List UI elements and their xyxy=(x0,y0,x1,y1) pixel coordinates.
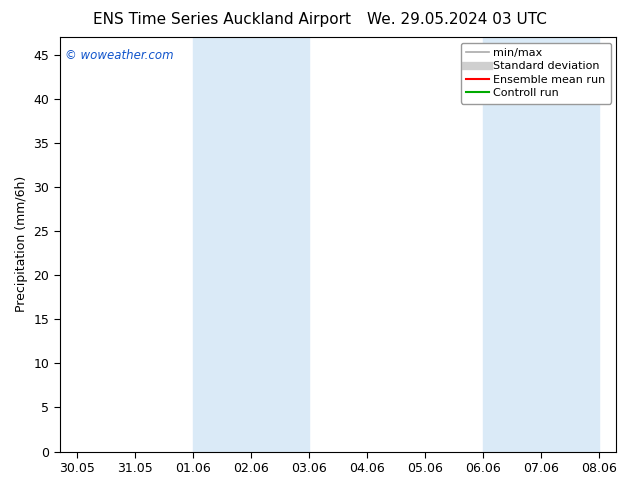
Y-axis label: Precipitation (mm/6h): Precipitation (mm/6h) xyxy=(15,176,28,313)
Bar xyxy=(483,37,599,452)
Bar xyxy=(193,37,309,452)
Legend: min/max, Standard deviation, Ensemble mean run, Controll run: min/max, Standard deviation, Ensemble me… xyxy=(461,43,611,104)
Text: © woweather.com: © woweather.com xyxy=(65,49,174,63)
Text: We. 29.05.2024 03 UTC: We. 29.05.2024 03 UTC xyxy=(366,12,547,27)
Text: ENS Time Series Auckland Airport: ENS Time Series Auckland Airport xyxy=(93,12,351,27)
